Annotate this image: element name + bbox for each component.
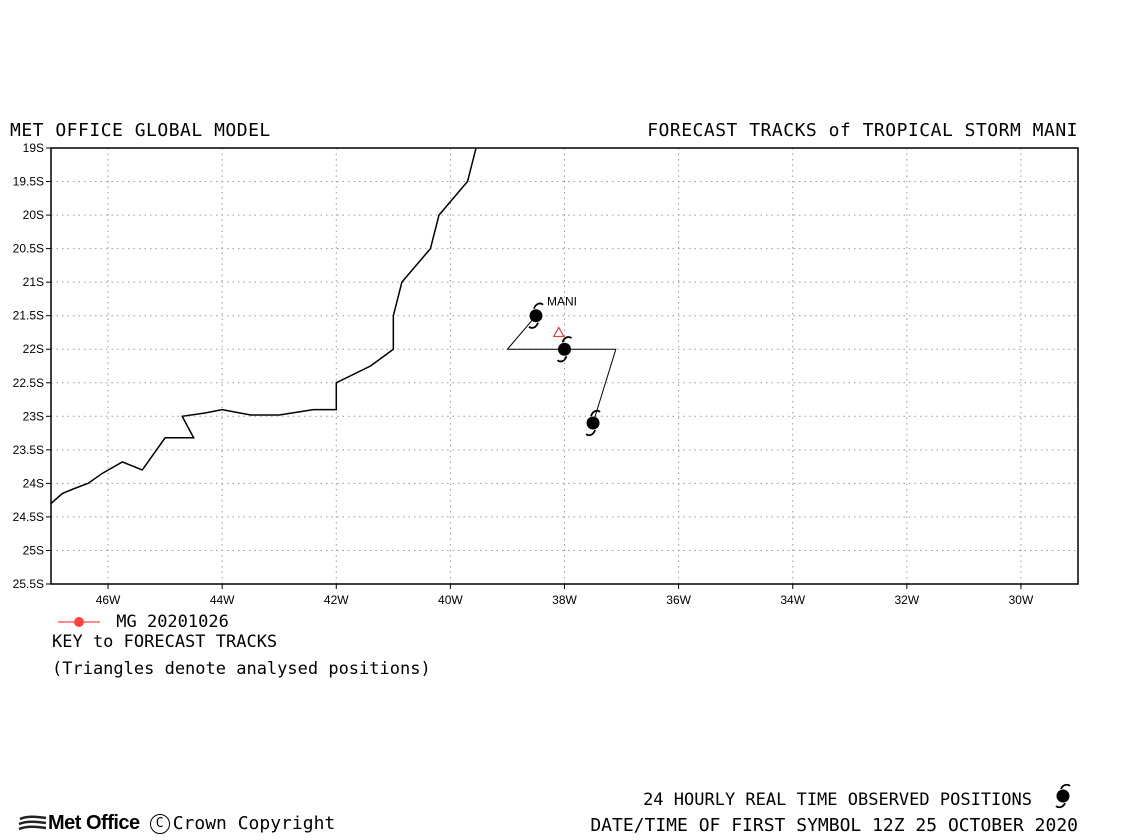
lon-tick-label: 34W [780,593,805,607]
chart-title: FORECAST TRACKS of TROPICAL STORM MANI [647,120,1078,141]
met-office-logo-icon [18,814,47,830]
observed-positions-note: 24 HOURLY REAL TIME OBSERVED POSITIONS [643,790,1032,810]
lat-tick-label: 24.5S [13,510,44,524]
lat-tick-label: 20S [23,208,44,222]
lat-tick-label: 20.5S [13,242,44,256]
lat-tick-label: 21.5S [13,309,44,323]
tropical-storm-icon [556,336,573,363]
footer-branding: Met Office C Crown Copyright [18,812,335,835]
lat-tick-label: 22S [23,342,44,356]
lon-tick-label: 30W [1009,593,1034,607]
tropical-storm-icon [585,409,601,437]
lat-tick-label: 19.5S [13,175,44,189]
lat-tick-label: 23S [23,409,44,423]
storm-symbol-key-icon [1055,783,1071,809]
lon-tick-label: 46W [96,593,121,607]
coastline [51,148,477,505]
copyright-notice: C Crown Copyright [149,813,336,834]
lat-tick-label: 19S [23,141,44,155]
legend-series-label: MG 20201026 [116,612,229,632]
first-symbol-datetime: DATE/TIME OF FIRST SYMBOL 12Z 25 OCTOBER… [590,815,1078,836]
lat-tick-label: 24S [23,476,44,490]
lon-tick-label: 40W [438,593,463,607]
analysed-position-triangle [552,326,565,338]
storm-name-label: MANI [547,295,577,309]
lat-tick-label: 25S [23,543,44,557]
lat-tick-label: 21S [23,275,44,289]
legend-key-title: KEY to FORECAST TRACKS [52,632,278,652]
lon-tick-label: 36W [666,593,691,607]
lat-tick-label: 25.5S [13,577,44,591]
legend-entry: MG 20201026 [58,612,229,632]
lon-tick-label: 42W [324,593,349,607]
legend-marker-icon [58,617,100,627]
lat-tick-label: 22.5S [13,376,44,390]
lon-tick-label: 32W [894,593,919,607]
copyright-icon: C [149,814,170,834]
legend-note: (Triangles denote analysed positions) [52,659,431,679]
tropical-storm-icon [528,302,544,329]
lat-tick-label: 23.5S [13,443,44,457]
model-title: MET OFFICE GLOBAL MODEL [10,120,271,141]
lon-tick-label: 44W [210,593,235,607]
plot-frame [50,147,1079,585]
copyright-text: Crown Copyright [172,813,336,834]
lon-tick-label: 38W [552,593,577,607]
met-office-logo-text: Met Office [48,812,140,834]
